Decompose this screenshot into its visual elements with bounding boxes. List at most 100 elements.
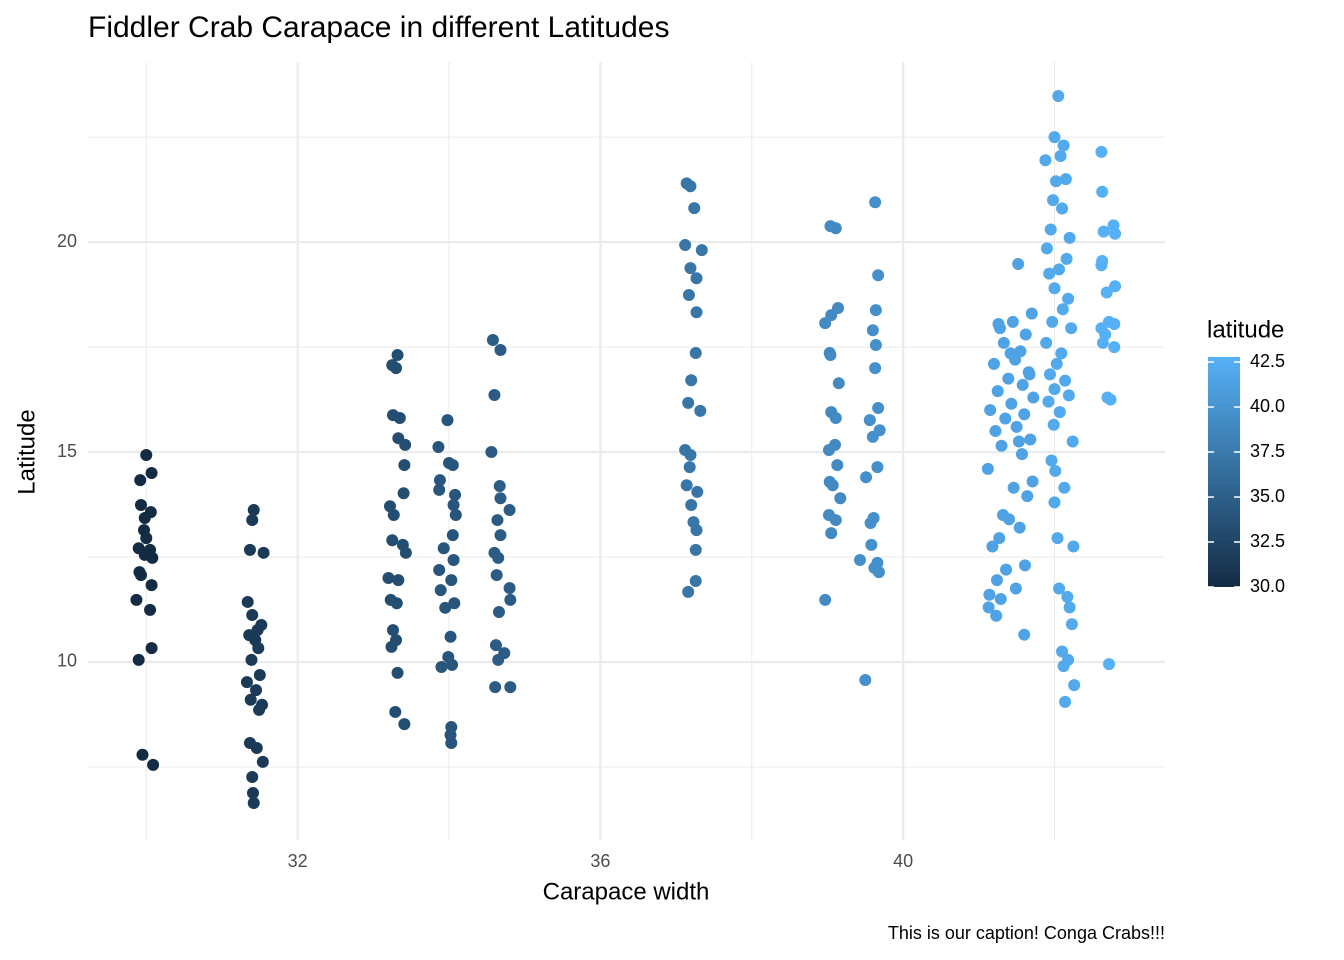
point (389, 705, 402, 718)
point (1063, 231, 1076, 244)
point (1018, 628, 1031, 641)
point (1109, 227, 1122, 240)
point (689, 574, 702, 587)
point (1108, 317, 1121, 330)
legend-title: latitude (1207, 316, 1284, 343)
point (441, 414, 454, 427)
point (1016, 378, 1029, 391)
point (241, 595, 254, 608)
point (1027, 391, 1040, 404)
y-tick-label: 10 (57, 651, 77, 671)
point (829, 412, 842, 425)
point (685, 374, 698, 387)
point (432, 441, 445, 454)
point (244, 693, 257, 706)
point (1005, 397, 1018, 410)
point (981, 462, 994, 475)
point (146, 551, 159, 564)
point (1024, 433, 1037, 446)
point (1012, 257, 1025, 270)
point (1007, 481, 1020, 494)
point (987, 357, 1000, 370)
legend-tick-label: 40.0 (1250, 396, 1285, 416)
point (690, 524, 703, 537)
point (1026, 475, 1039, 488)
point (1048, 383, 1061, 396)
point (140, 532, 153, 545)
legend-tick-label: 37.5 (1250, 441, 1285, 461)
point (991, 385, 1004, 398)
y-tick-label: 20 (57, 231, 77, 251)
point (247, 797, 260, 810)
x-tick-label: 40 (893, 851, 913, 871)
colorbar (1208, 357, 1240, 587)
point (819, 317, 832, 330)
point (864, 517, 877, 530)
point (1000, 563, 1013, 576)
point (1048, 496, 1061, 509)
point (990, 609, 1003, 622)
point (695, 244, 708, 257)
point (250, 742, 263, 755)
point (1108, 341, 1121, 354)
point (993, 532, 1006, 545)
point (1061, 590, 1074, 603)
point (1109, 280, 1122, 293)
point (1048, 131, 1061, 144)
point (390, 362, 403, 375)
point (1048, 282, 1061, 295)
point (1062, 292, 1075, 305)
point (871, 461, 884, 474)
point (492, 606, 505, 619)
point (1059, 173, 1072, 186)
point (250, 684, 263, 697)
point (831, 459, 844, 472)
point (490, 569, 503, 582)
point (253, 668, 266, 681)
point (1097, 225, 1110, 238)
point (144, 603, 157, 616)
point (1095, 145, 1108, 158)
point (382, 572, 395, 585)
point (680, 479, 693, 492)
point (398, 718, 411, 731)
point (494, 529, 507, 542)
point (391, 666, 404, 679)
point (860, 471, 873, 484)
point (1063, 601, 1076, 614)
point (1019, 328, 1032, 341)
point (859, 674, 872, 687)
point (398, 459, 411, 472)
point (1056, 303, 1069, 316)
point (684, 180, 697, 193)
point (134, 498, 147, 511)
point (486, 333, 499, 346)
point (130, 593, 143, 606)
point (832, 377, 845, 390)
point (866, 430, 879, 443)
x-tick-label: 36 (590, 851, 610, 871)
point (256, 755, 269, 768)
point (682, 585, 695, 598)
point (1100, 286, 1113, 299)
point (246, 786, 259, 799)
point (1059, 374, 1072, 387)
point (488, 388, 501, 401)
point (446, 658, 459, 671)
point (1056, 645, 1069, 658)
point (399, 546, 412, 559)
point (489, 639, 502, 652)
point (1050, 357, 1063, 370)
point (247, 503, 260, 516)
point (1050, 175, 1063, 188)
point (1057, 660, 1070, 673)
point (1052, 90, 1065, 103)
point (494, 492, 507, 505)
point (989, 425, 1002, 438)
point (990, 574, 1003, 587)
point (1096, 336, 1109, 349)
point (684, 262, 697, 275)
point (1057, 139, 1070, 152)
point (1046, 194, 1059, 207)
